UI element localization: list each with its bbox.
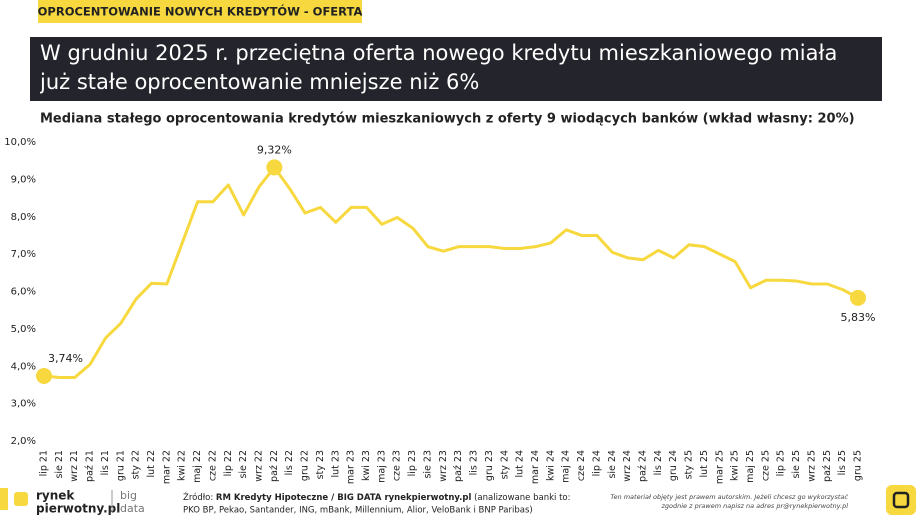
x-tick-label: wrz 22 (254, 450, 265, 482)
x-tick-label: cze 23 (392, 450, 403, 481)
x-tick-label: lut 24 (515, 450, 526, 478)
logo-icon (14, 492, 28, 506)
x-tick-label: gru 23 (484, 450, 495, 481)
brand: data (120, 502, 145, 515)
plot: 2,0% 3,0% 4,0% 5,0% 6,0% 7,0% 8,0% 9,0% 10,0% lip… (4, 137, 875, 484)
source-part: (analizowane banki to: (471, 493, 570, 503)
x-tick-label: sie 22 (238, 450, 249, 479)
data-label: 3,74% (48, 352, 83, 365)
y-tick-label: 3,0% (11, 399, 36, 410)
y-tick-label: 2,0% (11, 436, 36, 447)
corner-icon-mark (892, 491, 910, 509)
x-tick-label: lip 24 (591, 450, 602, 476)
x-tick-label: cze 22 (207, 450, 218, 481)
x-tick-label: lut 22 (146, 450, 157, 478)
x-tick-label: lis 22 (284, 450, 295, 475)
x-tick-label: gru 24 (668, 450, 679, 481)
x-tick-label: sie 24 (607, 450, 618, 479)
x-tick-label: paź 21 (85, 450, 96, 482)
y-tick-label: 10,0% (4, 137, 36, 148)
x-tick-label: lip 25 (776, 450, 787, 476)
x-tick-label: lis 25 (837, 450, 848, 475)
x-tick-label: lip 21 (39, 450, 50, 476)
tag: OPROCENTOWANIE NOWYCH KREDYTÓW - OFERTA (38, 4, 363, 19)
y-tick-label: 8,0% (11, 212, 36, 223)
source-part: Źródło: (183, 491, 216, 503)
y-tick-label: 6,0% (11, 287, 36, 298)
corner-icon (886, 485, 916, 515)
y-tick-label: 5,0% (11, 324, 36, 335)
x-tick-label: mar 25 (714, 450, 725, 484)
x-tick-label: paź 24 (637, 450, 648, 482)
logo: rynek (36, 489, 75, 503)
x-tick-label: sie 25 (791, 450, 802, 479)
x-tick-label: lis 24 (653, 450, 664, 475)
tag-bg (38, 0, 362, 23)
point (850, 289, 866, 306)
title-box: W grudniu 2025 r. przeciętna oferta nowe… (40, 41, 838, 94)
line (43, 165, 859, 379)
chart-subtitle: Mediana stałego oprocentowania kredytów … (40, 112, 855, 127)
x-tick-label: cze 25 (760, 450, 771, 481)
title-bg (30, 37, 882, 101)
x-tick-label: gru 22 (300, 450, 311, 481)
copyright: Ten materiał objęty jest prawem autorski… (610, 493, 848, 501)
x-tick-label: wrz 23 (438, 450, 449, 482)
x-tick-label: kwi 22 (177, 450, 188, 481)
x-tick-label: gru 21 (115, 450, 126, 481)
data-label: 5,83% (841, 311, 876, 324)
x-tick-label: lis 21 (100, 450, 111, 475)
x-tick-label: kwi 24 (545, 450, 556, 481)
x-tick-label: lut 25 (699, 450, 710, 478)
x-tick-label: wrz 24 (622, 450, 633, 482)
source: PKO BP, Pekao, Santander, ING, mBank, Mi… (183, 506, 533, 516)
data-label: 9,32% (257, 143, 292, 156)
point (266, 159, 283, 176)
x-tick-label: mar 22 (161, 450, 172, 484)
x-tick-label: paź 23 (453, 450, 464, 482)
y-tick-label: 4,0% (11, 361, 36, 372)
x-tick-label: cze 24 (576, 450, 587, 481)
brand: big (120, 489, 137, 502)
x-tick-label: sie 21 (54, 450, 65, 479)
copyright: zgodnie z prawem napisz na adres pr@ryne… (660, 502, 848, 510)
x-tick-label: kwi 25 (730, 450, 741, 481)
x-tick-label: maj 22 (192, 450, 203, 483)
x-tick-label: maj 25 (745, 450, 756, 483)
x-tick-label: paź 22 (269, 450, 280, 482)
x-tick-label: sty 24 (499, 450, 510, 479)
x-tick-label: kwi 23 (361, 450, 372, 481)
x-tick-label: lut 23 (330, 450, 341, 478)
y-tick-label: 7,0% (11, 249, 36, 260)
title: W grudniu 2025 r. przeciętna oferta nowe… (40, 41, 838, 94)
x-tick-label: mar 23 (346, 450, 357, 484)
x-tick-label: sty 25 (684, 450, 695, 479)
source-part: RM Kredyty Hipoteczne / BIG DATA rynekpi… (216, 493, 472, 503)
x-tick-label: lis 23 (469, 450, 480, 475)
logo: pierwotny.pl (36, 502, 120, 516)
x-tick-label: sty 22 (131, 450, 142, 479)
x-tick-label: paź 25 (822, 450, 833, 482)
x-tick-label: sie 23 (422, 450, 433, 479)
x-tick-label: lip 22 (223, 450, 234, 476)
accent (0, 488, 8, 510)
y-tick-label: 9,0% (11, 174, 36, 185)
x-tick-label: wrz 25 (806, 450, 817, 482)
x-tick-label: maj 23 (376, 450, 387, 483)
x-tick-label: wrz 21 (69, 450, 80, 482)
x-tick-label: lip 23 (407, 450, 418, 476)
x-tick-label: maj 24 (561, 450, 572, 483)
point (36, 367, 52, 384)
x-tick-label: sty 23 (315, 450, 326, 479)
source: Źródło: RM Kredyty Hipoteczne / BIG DATA… (183, 491, 570, 503)
x-tick-label: gru 25 (853, 450, 864, 481)
x-tick-label: mar 24 (530, 450, 541, 484)
